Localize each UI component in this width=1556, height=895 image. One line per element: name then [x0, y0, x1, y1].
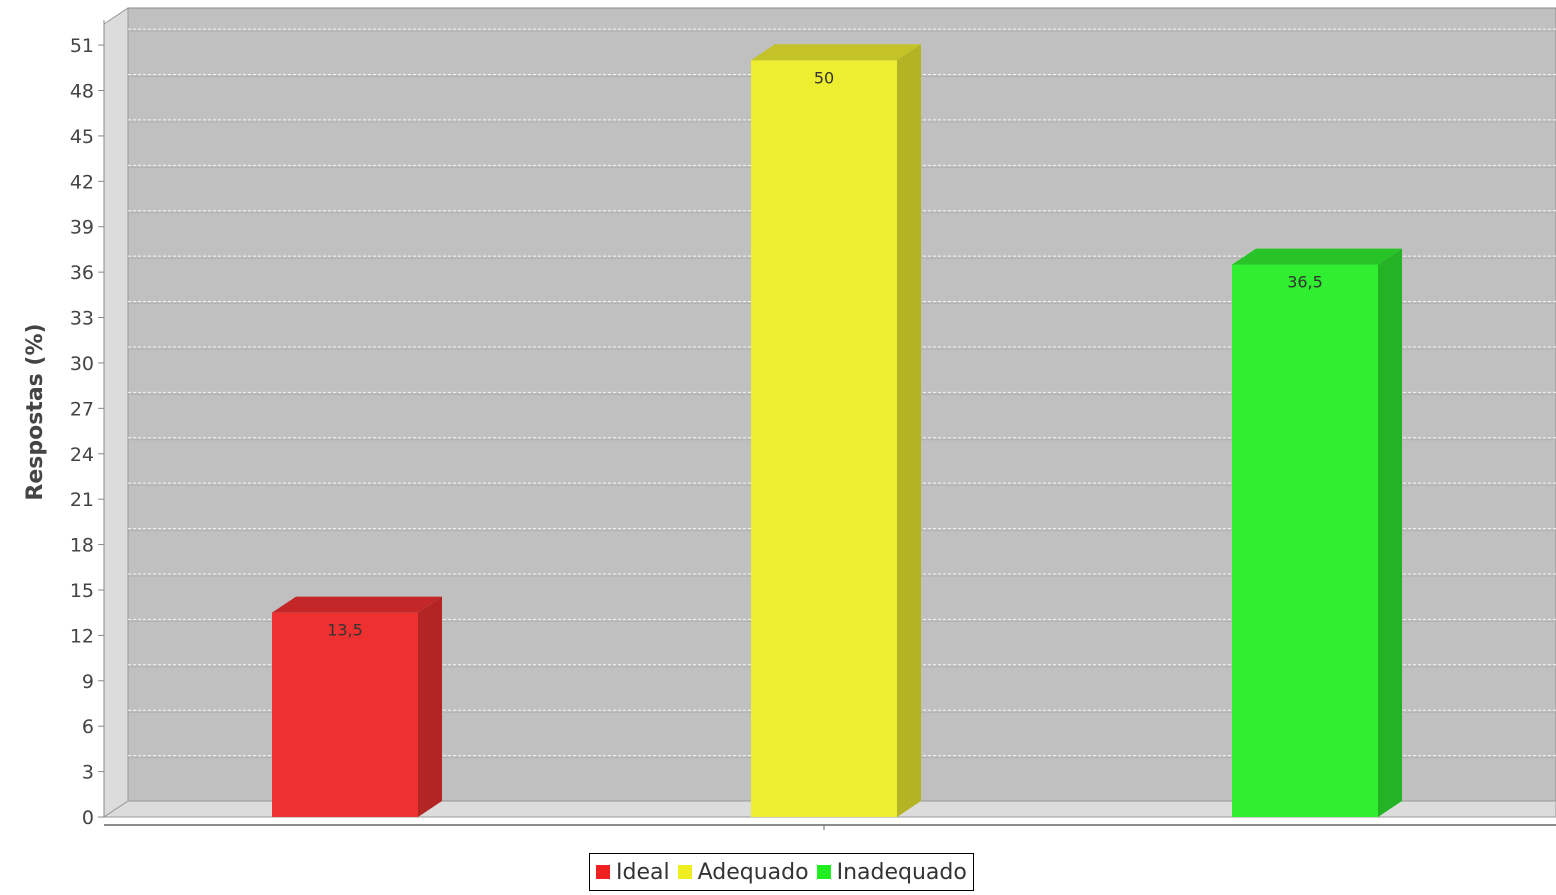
bars: 13,5 50 36,5 — [272, 44, 1402, 817]
legend-swatch — [596, 865, 610, 879]
legend: Ideal Adequado Inadequado — [589, 853, 974, 891]
data-label: 13,5 — [327, 621, 363, 640]
bar-front — [1232, 264, 1378, 817]
y-tick-label: 21 — [70, 489, 94, 511]
data-label: 36,5 — [1287, 273, 1323, 292]
y-tick-label: 39 — [70, 217, 94, 239]
legend-label: Inadequado — [836, 859, 967, 885]
legend-item: Inadequado — [816, 859, 967, 885]
y-tick-label: 18 — [70, 535, 94, 557]
y-axis-title: Respostas (%) — [23, 323, 48, 500]
y-tick-label: 27 — [70, 398, 94, 420]
bar-top — [272, 596, 442, 613]
y-tick-label: 33 — [70, 308, 94, 330]
plot-left-wall — [103, 7, 129, 818]
y-tick-label: 6 — [82, 716, 94, 738]
legend-item: Adequado — [677, 859, 809, 885]
y-tick-label: 0 — [82, 807, 94, 829]
y-tick-label: 9 — [82, 671, 94, 693]
legend-label: Adequado — [697, 859, 809, 885]
y-tick-label: 15 — [70, 580, 94, 602]
bar-front — [272, 612, 418, 817]
bar-top — [751, 44, 921, 61]
data-label: 50 — [814, 68, 834, 87]
bar-adequado: 50 — [751, 44, 921, 817]
legend-label: Ideal — [616, 859, 670, 885]
bar-side — [418, 596, 442, 817]
y-tick-label: 24 — [70, 444, 94, 466]
bar-side — [1378, 248, 1402, 817]
y-tick-label: 42 — [70, 171, 94, 193]
y-tick-label: 36 — [70, 262, 94, 284]
y-tick-label: 12 — [70, 625, 94, 647]
bar-ideal: 13,5 — [272, 596, 442, 817]
y-tick-label: 45 — [70, 126, 94, 148]
bar-top — [1232, 248, 1402, 265]
y-tick-label: 3 — [82, 762, 94, 784]
bar-side — [897, 44, 921, 817]
legend-swatch — [677, 865, 692, 879]
y-tick-label: 51 — [70, 35, 94, 57]
legend-swatch — [816, 865, 831, 879]
y-tick-label: 30 — [70, 353, 94, 375]
bar-front — [751, 60, 897, 817]
y-tick-label: 48 — [70, 81, 94, 103]
legend-item: Ideal — [596, 860, 670, 885]
bar-inadequado: 36,5 — [1232, 248, 1402, 817]
